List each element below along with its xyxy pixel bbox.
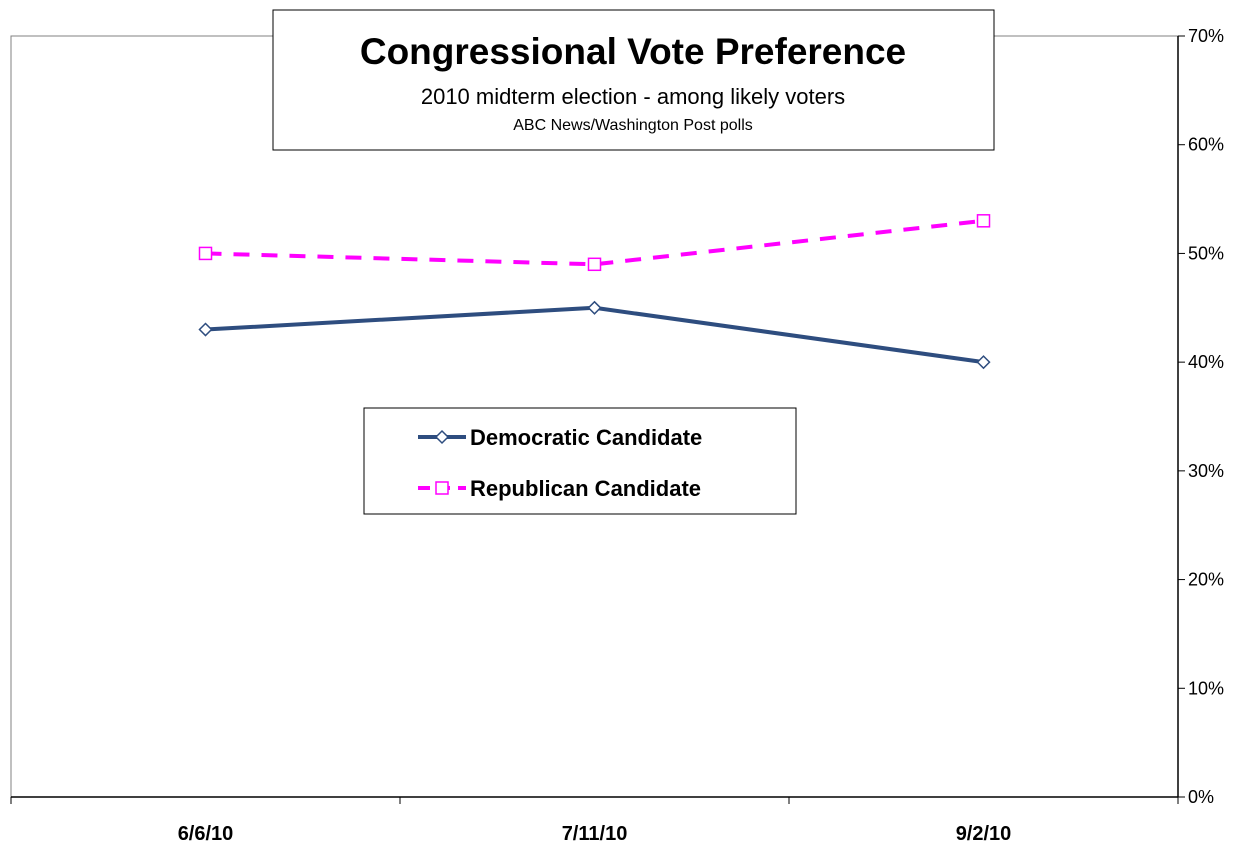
- y-tick-label: 20%: [1188, 570, 1224, 590]
- x-tick-label: 9/2/10: [956, 823, 1012, 845]
- data-point-square: [976, 214, 991, 228]
- chart-title: Congressional Vote Preference: [360, 31, 906, 72]
- x-tick-label: 7/11/10: [562, 823, 628, 845]
- y-tick-label: 0%: [1188, 787, 1214, 807]
- y-tick-label: 10%: [1188, 678, 1224, 698]
- legend-marker-diamond-icon: [434, 429, 450, 445]
- legend-item-democratic: Democratic Candidate: [418, 425, 702, 450]
- y-tick-label: 40%: [1188, 352, 1224, 372]
- y-ticks: 0% 10% 20% 30% 40% 50% 60% 70%: [1178, 26, 1224, 807]
- data-point-square: [198, 246, 213, 261]
- x-tick-label: 6/6/10: [178, 823, 234, 845]
- legend: Democratic Candidate Republican Candidat…: [363, 407, 797, 515]
- chart-source: ABC News/Washington Post polls: [513, 117, 753, 134]
- y-tick-label: 50%: [1188, 243, 1224, 263]
- legend-marker-square-icon: [435, 481, 449, 495]
- data-point-diamond: [587, 300, 602, 315]
- legend-box: [363, 407, 797, 515]
- series-line-republican: [205, 218, 984, 267]
- y-tick-label: 30%: [1188, 461, 1224, 481]
- legend-label-democratic: Democratic Candidate: [470, 425, 702, 450]
- y-tick-label: 60%: [1188, 135, 1224, 155]
- data-point-diamond: [976, 355, 991, 370]
- chart-subtitle: 2010 midterm election - among likely vot…: [421, 84, 845, 109]
- data-point-square: [587, 257, 602, 272]
- series-layer: [198, 214, 991, 370]
- data-point-diamond: [198, 322, 213, 337]
- legend-item-republican: Republican Candidate: [418, 476, 701, 501]
- title-box: Congressional Vote Preference 2010 midte…: [272, 9, 995, 151]
- y-tick-label: 70%: [1188, 26, 1224, 46]
- x-ticks: 6/6/10 7/11/10 9/2/10: [10, 797, 1179, 845]
- legend-label-republican: Republican Candidate: [470, 476, 701, 501]
